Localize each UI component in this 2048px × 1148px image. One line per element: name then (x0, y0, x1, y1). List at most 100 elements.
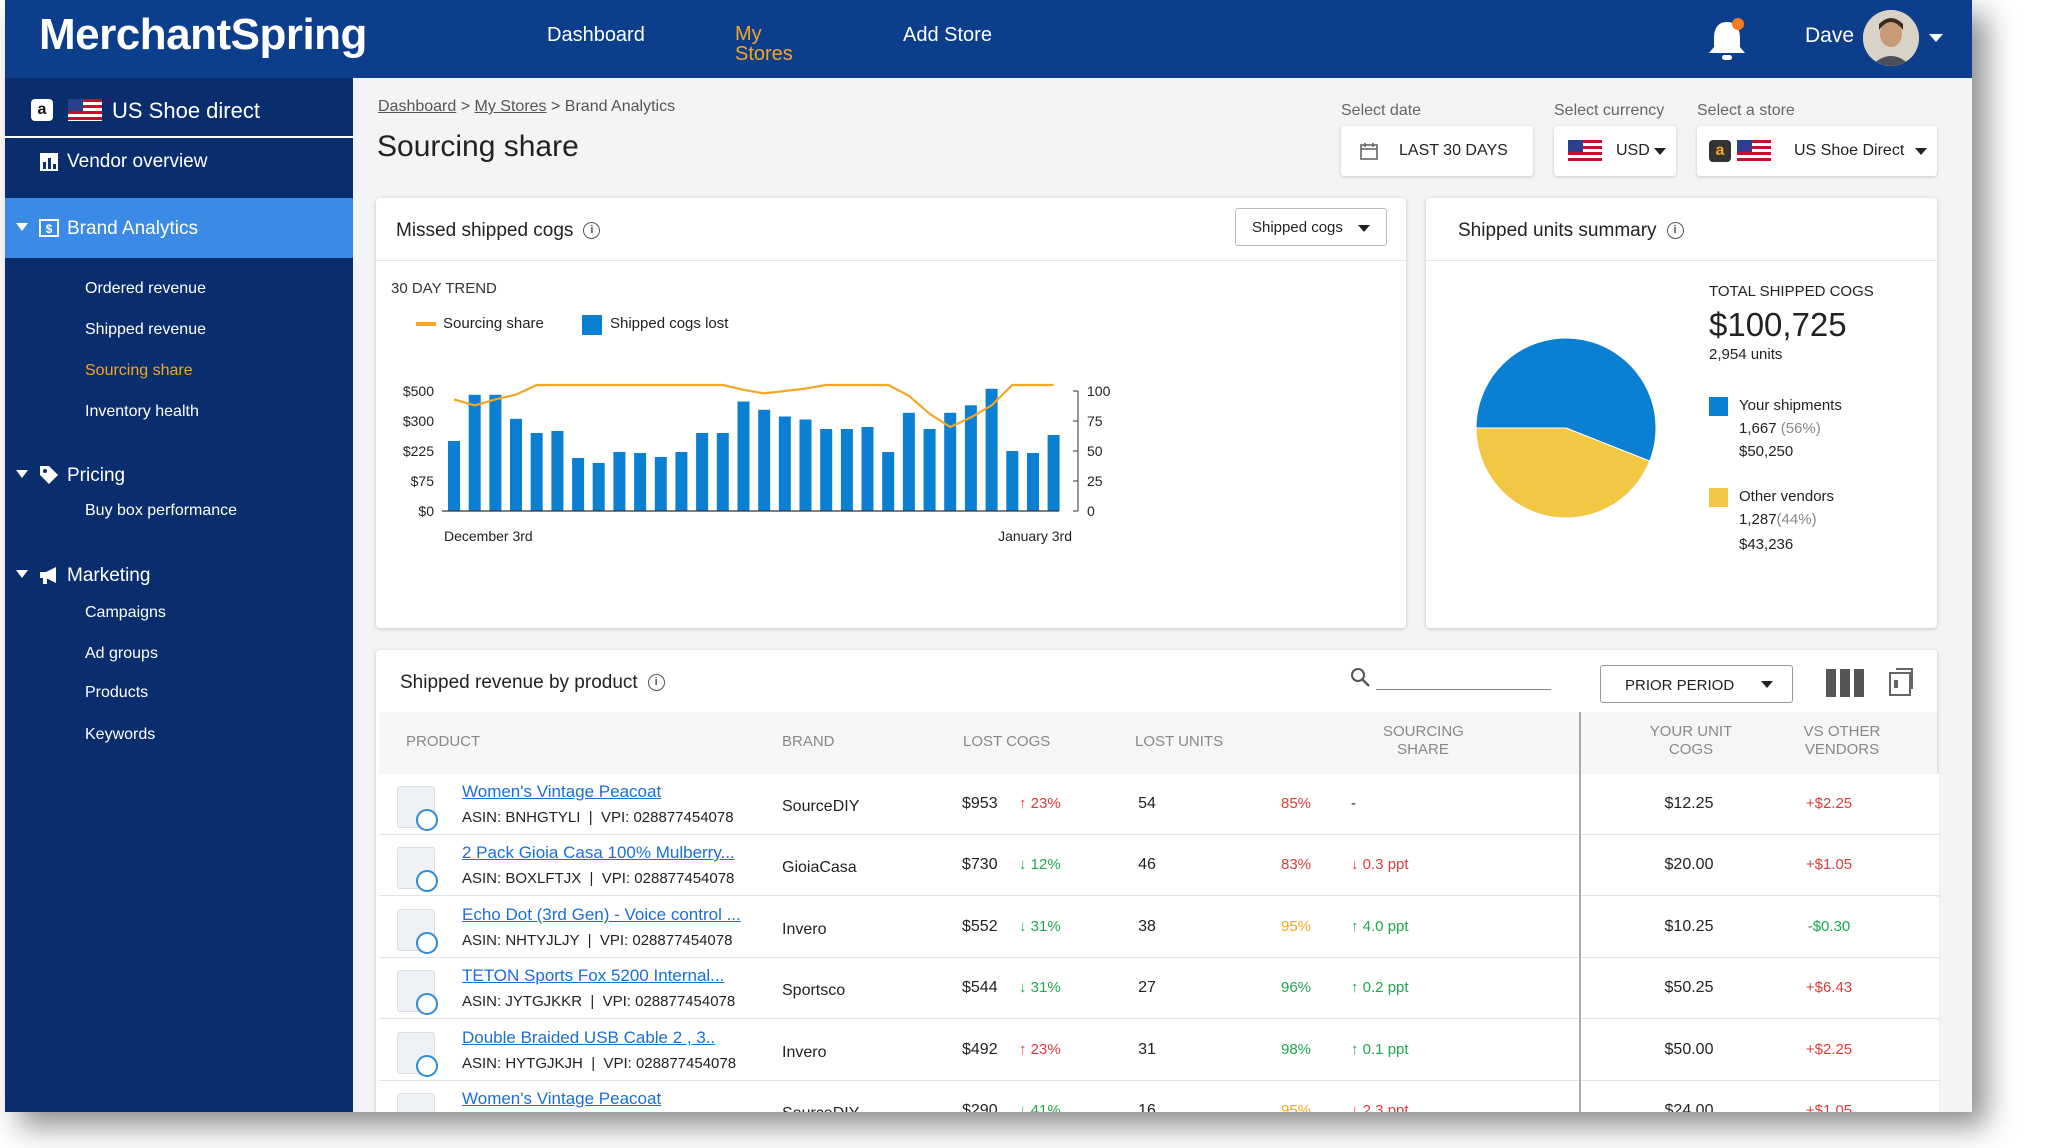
sidebar-store-selector[interactable]: a US Shoe direct (5, 78, 353, 138)
col-brand[interactable]: BRAND (782, 733, 835, 750)
chart-bar (882, 452, 895, 511)
product-thumbnail[interactable] (397, 1032, 438, 1077)
columns-icon[interactable] (1825, 667, 1865, 699)
breadcrumb-my-stores[interactable]: My Stores (474, 98, 547, 115)
breadcrumb-dashboard[interactable]: Dashboard (378, 98, 457, 115)
product-link[interactable]: Women's Vintage Peacoat (462, 1089, 662, 1108)
product-link[interactable]: Double Braided USB Cable 2 , 3.. (462, 1028, 716, 1047)
chart-bar (737, 401, 750, 511)
chart-bar (613, 452, 626, 511)
product-thumbnail[interactable] (397, 847, 438, 892)
product-link[interactable]: Echo Dot (3rd Gen) - Voice control ... (462, 905, 741, 924)
table-row[interactable]: TETON Sports Fox 5200 Internal... ASIN: J… (379, 958, 1939, 1019)
amazon-icon: a (31, 99, 53, 121)
sidebar-subitem-shipped-revenue[interactable]: Shipped revenue (85, 321, 206, 338)
sidebar-subitem-ad-groups[interactable]: Ad groups (85, 645, 158, 662)
store-select[interactable]: a US Shoe Direct (1697, 126, 1937, 176)
product-thumbnail[interactable] (397, 786, 438, 831)
sidebar-subitem-campaigns[interactable]: Campaigns (85, 604, 166, 621)
sidebar-subitem-products[interactable]: Products (85, 684, 149, 701)
product-link[interactable]: Women's Vintage Peacoat (462, 782, 662, 801)
date-filter[interactable]: LAST 30 DAYS (1341, 126, 1533, 176)
brand: SourceDIY (782, 798, 860, 815)
col-your-unit-cogs[interactable]: YOUR UNIT COGS (1641, 723, 1741, 759)
sidebar-subitem-ordered-revenue[interactable]: Ordered revenue (85, 280, 206, 297)
sidebar-item-marketing[interactable]: Marketing (5, 558, 353, 598)
sidebar-item-vendor-overview[interactable]: Vendor overview (5, 138, 353, 184)
col-label-line: YOUR UNIT (1649, 723, 1733, 740)
store-filter-label: Select a store (1697, 102, 1795, 119)
currency-filter-label: Select currency (1554, 102, 1665, 119)
product-thumbnail[interactable] (397, 909, 438, 954)
table-row[interactable]: Women's Vintage Peacoat ASIN: BNHGTYLI | … (379, 774, 1939, 835)
sidebar-subitem-sourcing-share[interactable]: Sourcing share (85, 362, 193, 379)
change-pct: 23% (1030, 1041, 1061, 1058)
product-link[interactable]: TETON Sports Fox 5200 Internal... (462, 966, 725, 985)
pct-text: (56%) (1780, 420, 1821, 437)
sidebar-item-brand-analytics[interactable]: $ Brand Analytics (5, 198, 353, 258)
bar-chart-icon (40, 153, 58, 171)
user-menu-caret-icon[interactable] (1929, 34, 1943, 42)
info-icon[interactable]: i (1666, 222, 1684, 240)
product-ids: ASIN: HYTGJKJH | VPI: 028877454078 (462, 1055, 737, 1072)
table-row[interactable]: Echo Dot (3rd Gen) - Voice control ... AS… (379, 897, 1939, 958)
search-input[interactable] (1376, 664, 1551, 690)
product-thumbnail[interactable] (397, 1093, 435, 1112)
sidebar-subitem-inventory-health[interactable]: Inventory health (85, 403, 199, 420)
export-icon[interactable] (1886, 667, 1916, 699)
chart-bar (489, 394, 502, 512)
currency-select[interactable]: USD (1554, 126, 1676, 176)
app-window: MerchantSpring Dashboard My Stores Add S… (5, 0, 1972, 1112)
sidebar-subitem-keywords[interactable]: Keywords (85, 726, 156, 743)
card-title: Missed shipped cogs i (396, 220, 601, 242)
logo[interactable]: MerchantSpring (39, 10, 367, 59)
arrow-up-icon: ↑ (1019, 1041, 1027, 1058)
vpi: VPI: 028877454078 (603, 1055, 737, 1072)
caret-down-icon (1654, 148, 1666, 155)
table-row[interactable]: Women's Vintage Peacoat SourceDIY $290 ↓ 41… (379, 1081, 1939, 1112)
card-title: Shipped units summary i (1458, 220, 1684, 242)
chart-bar (902, 412, 915, 512)
date-filter-label: Select date (1341, 102, 1422, 119)
arrow-down-icon: ↓ (1019, 1102, 1027, 1112)
lost-cogs-change: ↓ 41% (1019, 1102, 1061, 1112)
legend-swatch-your-shipments (1709, 397, 1728, 416)
col-sourcing-share[interactable]: SOURCING SHARE (1383, 723, 1464, 759)
notification-bell-icon[interactable] (1705, 16, 1749, 64)
caret-down-icon (1761, 681, 1773, 688)
sidebar-subitem-buy-box-performance[interactable]: Buy box performance (85, 502, 238, 519)
sourcing-share: 83% (1281, 856, 1312, 873)
col-lost-cogs[interactable]: LOST COGS (963, 733, 1051, 750)
change-pct: 31% (1030, 979, 1061, 996)
info-icon[interactable]: i (583, 222, 601, 240)
y-left-tick-label: $75 (411, 473, 435, 489)
col-lost-units[interactable]: LOST UNITS (1135, 733, 1224, 750)
prior-period-dropdown[interactable]: PRIOR PERIOD (1600, 665, 1793, 703)
sidebar-item-pricing[interactable]: Pricing (5, 458, 353, 498)
lost-cogs-change: ↑ 23% (1019, 1041, 1061, 1058)
sourcing-share-change: - (1351, 795, 1356, 812)
asin: ASIN: HYTGJKJH (462, 1055, 583, 1072)
sidebar-store-name: US Shoe direct (112, 98, 260, 123)
nav-my-stores[interactable]: My Stores (735, 24, 793, 102)
caret-down-icon (1915, 148, 1927, 155)
user-avatar[interactable] (1863, 10, 1919, 66)
product-thumbnail[interactable] (397, 970, 438, 1015)
total-shipped-units: 2,954 units (1709, 346, 1783, 363)
nav-dashboard[interactable]: Dashboard (547, 24, 645, 46)
product-link[interactable]: 2 Pack Gioia Casa 100% Mulberry... (462, 843, 735, 862)
date-filter-value: LAST 30 DAYS (1399, 142, 1508, 159)
nav-add-store[interactable]: Add Store (903, 24, 992, 46)
col-vs-other-vendors[interactable]: VS OTHER VENDORS (1797, 723, 1887, 759)
info-icon[interactable]: i (647, 674, 665, 692)
legend-line-swatch (416, 322, 436, 326)
col-product[interactable]: PRODUCT (406, 733, 481, 750)
vs-other-vendors: -$0.30 (1807, 918, 1851, 935)
table-row[interactable]: 2 Pack Gioia Casa 100% Mulberry... ASIN: … (379, 835, 1939, 896)
sourcing-share-change: ↓ 0.3 ppt (1351, 856, 1409, 873)
user-name[interactable]: Dave (1805, 24, 1855, 47)
brand: SourceDIY (782, 1105, 859, 1112)
shipped-cogs-dropdown[interactable]: Shipped cogs (1235, 208, 1387, 246)
lost-cogs: $492 (962, 1041, 998, 1058)
table-row[interactable]: Double Braided USB Cable 2 , 3.. ASIN: HY… (379, 1020, 1939, 1081)
